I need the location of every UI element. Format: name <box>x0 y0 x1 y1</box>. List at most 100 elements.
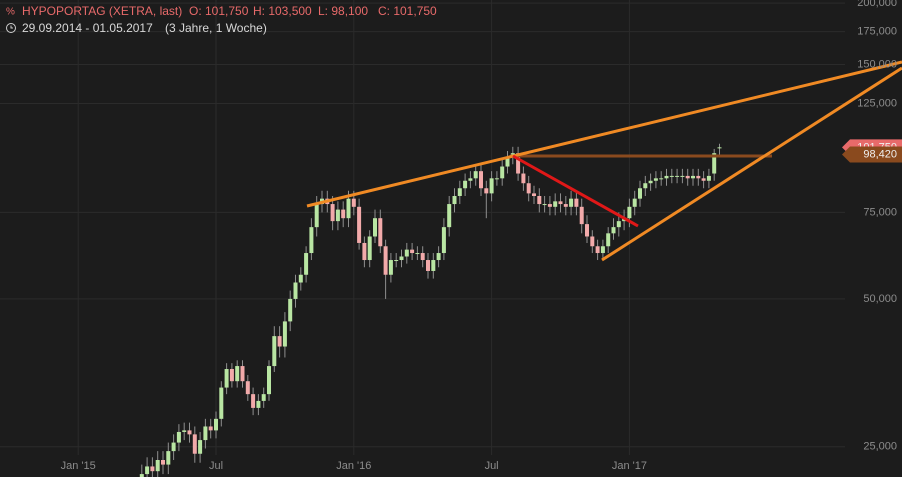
candle-body <box>611 227 616 234</box>
y-tick-label: 200,000 <box>857 0 897 9</box>
candle-body <box>426 260 430 271</box>
candle-body <box>373 218 377 237</box>
candle-body <box>362 242 367 261</box>
y-tick-label: 125,000 <box>857 97 897 109</box>
candle-body <box>208 426 213 431</box>
candle-body <box>431 260 436 271</box>
candle-body <box>240 366 245 382</box>
price-tag <box>842 146 902 163</box>
candle-body <box>150 466 155 472</box>
period: (3 Jahre, 1 Woche) <box>165 21 267 35</box>
candle-body <box>653 178 658 181</box>
candle-body <box>542 204 547 206</box>
y-tick-label: 50,000 <box>863 293 897 305</box>
candle-body <box>532 193 536 197</box>
y-axis: 25,000 50,000 75,000 125,000 150,000 175,000 2… <box>61 0 902 472</box>
price-tag-label: 98,420 <box>863 148 897 160</box>
candle-body <box>282 321 287 347</box>
x-tick-label: Jan '16 <box>336 460 371 472</box>
candle-body <box>494 178 499 180</box>
candles <box>139 143 722 477</box>
candle-body <box>569 198 574 207</box>
candle-body <box>669 175 674 177</box>
candle-body <box>399 256 404 261</box>
candle-body <box>145 466 150 475</box>
candle-body <box>229 369 234 382</box>
candle-body <box>192 434 197 454</box>
candle-body <box>198 440 203 454</box>
candle-body <box>388 260 393 275</box>
candle-body <box>404 249 409 257</box>
candle-body <box>457 188 462 197</box>
clock-icon <box>10 25 13 29</box>
candle-body <box>357 206 362 243</box>
candle-body <box>526 183 531 194</box>
candle-body <box>161 459 165 465</box>
clock-icon <box>6 23 16 33</box>
candle-body <box>600 246 605 254</box>
ohlc-label: H: 103,500 <box>253 4 312 18</box>
candle-body <box>394 260 399 262</box>
header: % HYPOPORTAG (XETRA, last) O: 101,750 H:… <box>6 4 437 35</box>
candle-body <box>298 274 303 283</box>
candle-body <box>330 204 335 222</box>
grid <box>0 0 845 455</box>
candle-body <box>187 430 192 435</box>
x-tick-label: Jan '17 <box>612 460 647 472</box>
candle-body <box>500 166 505 179</box>
candle-body <box>245 381 250 395</box>
trend-line <box>306 60 902 208</box>
icon: % <box>6 7 15 18</box>
candle-body <box>479 171 483 189</box>
candle-body <box>505 157 510 167</box>
candle-body <box>648 180 653 184</box>
candle-body <box>203 426 208 441</box>
candle-body <box>272 336 277 367</box>
candle-body <box>616 221 621 228</box>
candle-body <box>219 387 224 419</box>
candle-body <box>585 224 589 237</box>
candle-body <box>691 175 695 179</box>
trend-line <box>512 154 639 228</box>
candle-body <box>309 227 314 254</box>
candle-body <box>410 249 415 254</box>
candle-body <box>256 400 261 408</box>
y-tick-label: 175,000 <box>857 26 897 38</box>
candle-body <box>463 180 468 189</box>
candle-body <box>367 236 372 261</box>
candle-body <box>664 175 669 179</box>
candle-body <box>314 204 319 228</box>
candle-body <box>383 246 388 275</box>
candle-body <box>537 196 542 205</box>
candle-body <box>452 196 457 205</box>
candle-body <box>304 253 309 275</box>
candle-body <box>606 233 611 247</box>
candle-body <box>473 171 478 179</box>
y-tick-label: 150,000 <box>857 58 897 70</box>
ohlc-label: L: 98,100 <box>318 4 368 18</box>
candle-body <box>643 183 648 189</box>
candle-body <box>659 178 664 180</box>
candle-body <box>341 209 346 219</box>
title: HYPOPORTAG (XETRA, last) <box>22 4 182 18</box>
candle-body <box>139 474 144 477</box>
candle-body <box>563 204 568 207</box>
candle-body <box>224 369 229 388</box>
candle-body <box>441 227 446 254</box>
candle-body <box>288 298 293 322</box>
candle-body <box>267 366 271 395</box>
ohlc-label: C: 101,750 <box>378 4 437 18</box>
candle-body <box>638 188 642 199</box>
candle-body <box>516 153 521 174</box>
candle-body <box>182 430 187 432</box>
candle-body <box>214 418 218 431</box>
candle-body <box>351 198 356 207</box>
candle-body <box>436 253 441 261</box>
candle-body <box>712 153 717 174</box>
candle-body <box>489 178 494 194</box>
candle-body <box>574 198 579 207</box>
candle-body <box>484 188 489 194</box>
candle-body <box>595 246 600 254</box>
y-tick-label: 25,000 <box>863 441 897 453</box>
